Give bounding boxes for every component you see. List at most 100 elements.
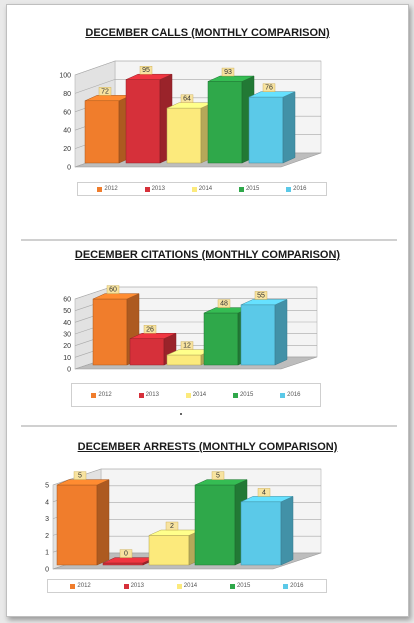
legend-item-2013: 2013: [144, 186, 165, 192]
calls-chart-legend: 2012 2013 2014 2015 2016: [77, 182, 327, 196]
data-label-2016: 55: [257, 292, 265, 299]
y-tick-label: 30: [63, 332, 71, 339]
legend-item-2015: 2015: [238, 186, 260, 192]
data-label-box: [143, 325, 157, 334]
bar-side-2016: [280, 496, 294, 566]
legend-item-2012: 2012: [70, 583, 91, 589]
y-tick-label: 2: [45, 533, 49, 540]
legend-swatch: [97, 186, 103, 192]
legend-swatch: [191, 186, 197, 192]
legend-item-2012: 2012: [91, 392, 112, 398]
y-tick-label: 50: [63, 308, 71, 315]
y-tick-label: 0: [67, 367, 71, 374]
legend-label: 2016: [290, 583, 304, 589]
bar-2013: [102, 562, 144, 566]
y-tick-label: 20: [63, 146, 71, 153]
legend-label: 2015: [236, 583, 251, 589]
arrests-chart: 0 1 2 3 4 5 5 0 2 5 4: [45, 468, 322, 574]
legend-swatch: [70, 583, 76, 589]
legend-label: 2012: [77, 583, 91, 589]
data-label-box: [119, 549, 133, 558]
gridline: [74, 60, 321, 76]
bar-top-2016: [240, 496, 294, 503]
legend-swatch: [229, 583, 235, 589]
y-tick-label: 60: [63, 109, 71, 116]
data-label-2015: 93: [224, 69, 232, 76]
bar-2015: [203, 312, 239, 366]
y-tick-label: 4: [45, 499, 49, 506]
legend-swatch: [176, 583, 182, 589]
data-label-box: [180, 94, 194, 103]
arrests-chart-title: DECEMBER ARRESTS (MONTHLY COMPARISON): [77, 441, 338, 453]
data-label-box: [106, 285, 120, 294]
legend-item-2016: 2016: [286, 186, 307, 192]
bar-2015: [207, 81, 243, 164]
divider: [21, 239, 397, 241]
data-label-box: [73, 471, 87, 480]
legend-label: 2015: [239, 392, 254, 398]
legend-label: 2016: [293, 186, 307, 192]
citations-chart: 0 10 20 30 40 50 60 60 26 12 48 55: [63, 285, 318, 374]
legend-label: 2016: [287, 392, 301, 398]
data-label-2014: 12: [183, 343, 191, 350]
data-label-2014: 2: [170, 523, 174, 530]
data-label-box: [211, 471, 225, 480]
bar-top-2016: [248, 91, 296, 98]
legend-swatch: [138, 392, 144, 398]
legend-label: 2014: [192, 392, 207, 398]
legend-label: 2013: [130, 583, 144, 589]
legend-label: 2013: [145, 392, 159, 398]
y-tick-label: 0: [45, 567, 49, 574]
y-tick-label: 100: [59, 73, 71, 80]
citations-chart-legend: 2012 2013 2014 2015 2016: [71, 383, 321, 407]
y-tick-label: 60: [63, 297, 71, 304]
y-tick-label: 5: [45, 483, 49, 490]
stray-mark: [180, 413, 182, 415]
legend-item-2016: 2016: [280, 392, 301, 398]
calls-chart-title: DECEMBER CALLS (MONTHLY COMPARISON): [85, 27, 330, 39]
y-tick-label: 3: [45, 516, 49, 523]
bar-2016: [248, 96, 284, 164]
data-label-box: [217, 299, 231, 308]
bar-top-2016: [240, 299, 288, 306]
data-label-box: [139, 65, 153, 75]
bar-2012: [84, 100, 120, 164]
data-label-2015: 48: [220, 301, 228, 308]
data-label-2013: 95: [142, 67, 150, 74]
y-tick-label: 0: [67, 165, 71, 172]
bar-2014: [148, 535, 190, 566]
bar-2014: [166, 107, 202, 164]
legend-swatch: [286, 186, 292, 192]
legend-swatch: [238, 186, 244, 192]
bar-2016: [240, 304, 276, 366]
bar-2013: [129, 338, 165, 366]
divider: [21, 425, 397, 427]
bar-side-2012: [96, 479, 110, 566]
legend-swatch: [185, 392, 191, 398]
legend-label: 2015: [245, 186, 260, 192]
bar-top-2012: [92, 293, 140, 300]
legend-label: 2014: [183, 583, 198, 589]
legend-label: 2012: [104, 186, 118, 192]
legend-item-2012: 2012: [97, 186, 118, 192]
data-label-box: [165, 521, 179, 531]
legend-swatch: [144, 186, 150, 192]
data-label-2016: 76: [265, 85, 273, 92]
legend-item-2016: 2016: [283, 583, 304, 589]
bar-2012: [56, 484, 98, 566]
bar-top-2013: [125, 73, 173, 80]
legend-label: 2012: [98, 392, 112, 398]
data-label-2014: 64: [183, 96, 191, 103]
legend-item-2013: 2013: [138, 392, 159, 398]
legend-item-2014: 2014: [176, 583, 198, 589]
data-label-2015: 5: [216, 473, 220, 480]
data-label-2013: 26: [146, 326, 154, 333]
legend-label: 2013: [151, 186, 165, 192]
data-label-box: [98, 87, 112, 96]
bar-2016: [240, 501, 282, 566]
y-tick-label: 40: [63, 128, 71, 135]
citations-chart-title: DECEMBER CITATIONS (MONTHLY COMPARISON): [74, 249, 341, 261]
calls-chart: 0 20 40 60 80 100 72 95 64 93 76: [59, 60, 322, 172]
legend-swatch: [283, 583, 289, 589]
data-label-2016: 4: [262, 489, 266, 496]
